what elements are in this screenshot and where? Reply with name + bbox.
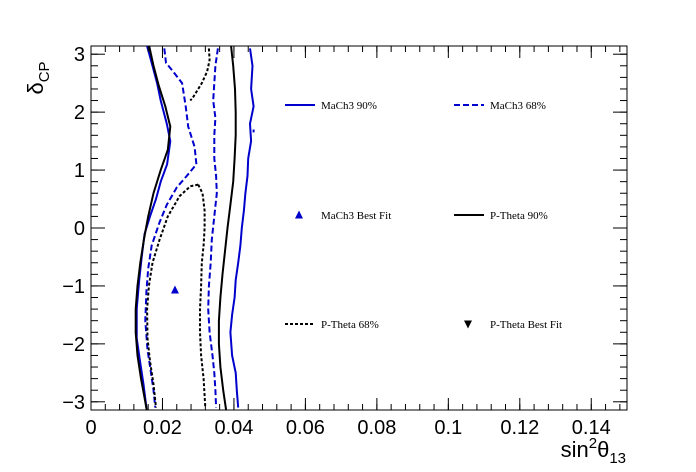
- legend-swatch-ptheta_bf: [464, 320, 472, 329]
- legend-label-mach3_90: MaCh3 90%: [321, 100, 377, 112]
- legend-label-ptheta_bf: P-Theta Best Fit: [490, 319, 562, 331]
- y-tick-label: 2: [74, 102, 85, 124]
- ptheta_90-left-contour: [134, 46, 172, 410]
- legend: MaCh3 90% MaCh3 68% MaCh3 Best Fit P-Theta …: [285, 100, 562, 331]
- mach3_90-left-contour: [135, 46, 172, 408]
- mach3_68-left-contour: [144, 48, 198, 408]
- legend-label-mach3_68: MaCh3 68%: [490, 100, 546, 112]
- x-tick-label: 0: [85, 417, 96, 439]
- x-axis-title-sub: 13: [609, 450, 626, 467]
- mach3_68-right-contour: [207, 48, 219, 408]
- x-axis-title-sup: 2: [589, 435, 597, 452]
- ptheta_90-right-contour: [217, 46, 237, 410]
- mach3_90-right-contour: [229, 48, 255, 408]
- y-tick-label: 1: [74, 160, 85, 182]
- x-tick-label: 0.06: [286, 417, 325, 439]
- x-tick-label: 0.02: [143, 417, 182, 439]
- y-tick-label: 3: [74, 44, 85, 66]
- y-axis-title-sub: CP: [36, 61, 53, 82]
- y-tick-label: −2: [62, 334, 85, 356]
- legend-swatch-mach3_bf: [295, 210, 303, 219]
- contour-curves: [134, 46, 255, 410]
- mach3_bf-marker: [170, 285, 179, 294]
- x-tick-label: 0.04: [214, 417, 253, 439]
- y-axis-title-main: δ: [23, 82, 48, 94]
- x-axis-title-mid: θ: [597, 437, 609, 462]
- y-tick-label: −1: [62, 276, 85, 298]
- x-tick-label: 0.1: [434, 417, 462, 439]
- ptheta_68-right-contour: [197, 184, 207, 408]
- y-tick-label: −3: [62, 392, 85, 414]
- x-tick-label: 0.14: [572, 417, 611, 439]
- x-axis-ticks: 0 0.02 0.04 0.06 0.08 0.1 0.12 0.14: [85, 46, 621, 439]
- best-fit-markers: [170, 285, 179, 294]
- x-tick-label: 0.12: [500, 417, 539, 439]
- y-axis-ticks: −3 −2 −1 0 1 2 3: [62, 44, 627, 414]
- y-tick-label: 0: [74, 218, 85, 240]
- x-tick-label: 0.08: [357, 417, 396, 439]
- ptheta_68-left-contour: [146, 183, 199, 408]
- legend-label-mach3_bf: MaCh3 Best Fit: [321, 210, 391, 222]
- legend-label-ptheta_68: P-Theta 68%: [321, 319, 379, 331]
- x-axis-title-main: sin: [561, 437, 589, 462]
- ptheta_68-top-arc-contour: [189, 48, 211, 102]
- x-axis-title: sin2θ13: [561, 435, 626, 467]
- y-axis-title: δCP: [23, 61, 53, 94]
- legend-label-ptheta_90: P-Theta 90%: [490, 210, 548, 222]
